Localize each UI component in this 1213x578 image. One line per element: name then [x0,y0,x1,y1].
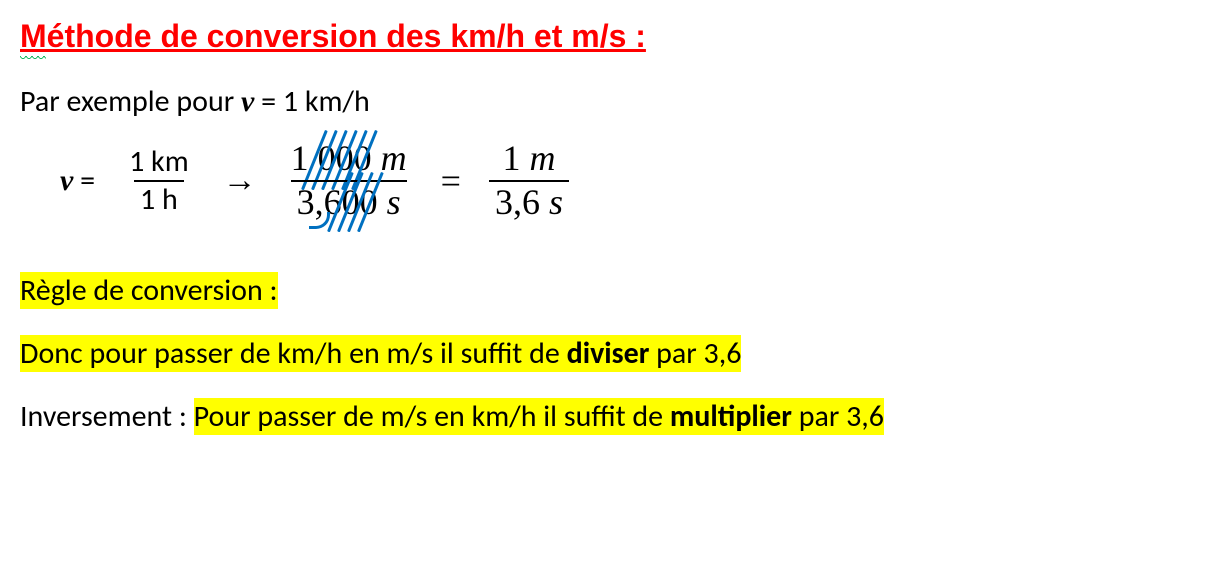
rule2-hl-pre: Pour passer de m/s en km/h il suffit de [194,398,670,435]
f3-num-val: 1 [502,138,529,178]
title-heading: Méthode de conversion des km/h et m/s : [20,18,646,55]
rule2-post: par 3,6 [792,398,884,435]
rule1-post: par 3,6 [649,335,741,372]
fraction-1-den: 1 h [134,180,184,216]
f2-num-d1: 0 [318,138,336,178]
equals-sign-2: = [441,160,461,202]
example-line: Par exemple pour v = 1 km/h [20,83,1193,120]
rule1-bold: diviser [567,335,650,372]
f3-num-unit: m [529,138,555,178]
f2-den-d3: 0 [360,182,378,222]
f2-den-unit: s [378,182,401,222]
fraction-1: 1 km 1 h [123,146,195,215]
rule-heading: Règle de conversion : [20,272,278,309]
f2-num-unit: m [372,138,407,178]
fraction-3: 1 m 3,6 s [489,140,569,222]
example-prefix: Par exemple pour [20,83,241,120]
rule-line-1: Donc pour passer de km/h en m/s il suffi… [20,335,1193,372]
f3-den-val: 3,6 [495,182,549,222]
rule2-pre: Inversement : [20,398,194,435]
rule-line-2-hl: Pour passer de m/s en km/h il suffit de … [194,398,884,435]
rule2-bold: multiplier [670,398,792,435]
example-equals: = [254,83,283,120]
f2-den-d1: 6 [324,182,342,222]
fraction-1-num: 1 km [123,146,195,180]
v-symbol: v [241,85,254,118]
fraction-2-num: 1 000 m [285,140,413,180]
formula-row: v = 1 km 1 h → 1 000 m 3,600 s = 1 m [60,140,1193,222]
fraction-3-num: 1 m [496,140,561,180]
equals-sign: = [73,162,95,199]
v-symbol-formula: v [60,164,73,197]
f2-den-lead: 3 [297,182,315,222]
fraction-2-den: 3,600 s [291,180,407,222]
f2-num-d2: 0 [336,138,354,178]
f2-num-d3: 0 [354,138,372,178]
fraction-3-den: 3,6 s [489,180,569,222]
rule-line-2: Inversement : Pour passer de m/s en km/h… [20,398,1193,435]
f2-num-space [309,138,318,178]
f3-den-unit: s [549,182,563,222]
example-value: 1 km/h [283,83,370,120]
fraction-2: 1 000 m 3,600 s [285,140,413,222]
formula-lhs: v = [60,162,95,199]
arrow-icon: → [223,161,257,200]
rule-line-1-hl: Donc pour passer de km/h en m/s il suffi… [20,335,741,372]
f2-den-d2: 0 [342,182,360,222]
rule1-pre: Donc pour passer de km/h en m/s il suffi… [20,335,567,372]
rule-heading-row: Règle de conversion : [20,272,1193,309]
f2-num-lead: 1 [291,138,309,178]
f2-den-comma: , [315,182,324,222]
